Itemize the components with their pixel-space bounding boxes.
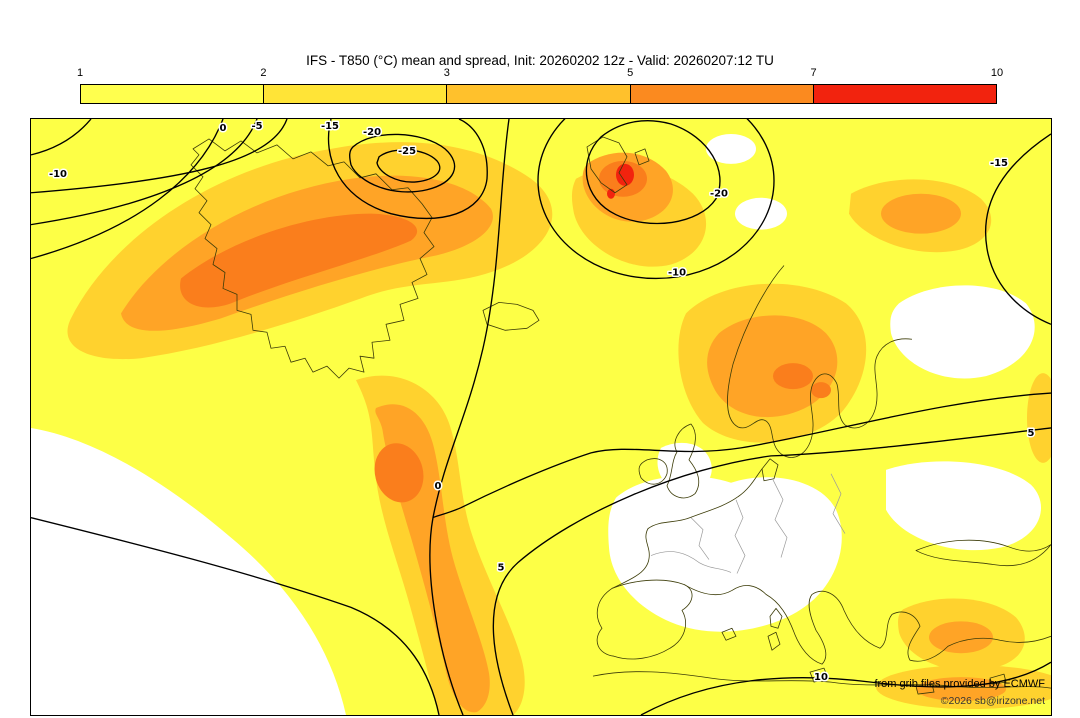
coastline-denmark [761,458,779,482]
contour-label: 10 [814,672,828,683]
contour-line-m25 [376,149,441,183]
contour-line-m10-nw [31,119,288,194]
contour-label: 0 [220,123,227,134]
attribution-source: from grib files provided by ECMWF [874,678,1045,690]
coastline-svalbard [586,136,650,194]
contour-label: -10 [49,169,67,180]
colorbar-segment [263,85,447,103]
contour-label: -20 [710,189,728,200]
contour-label: -15 [321,121,339,132]
page-title: IFS - T850 (°C) mean and spread, Init: 2… [306,53,774,68]
coastline-greenland [190,138,435,379]
coastline-iceland [482,301,540,331]
contour-label: 0 [435,481,442,492]
contour-line-0-europe [432,392,1051,519]
contour-labels: 0 -5 -15 -10 -20 -25 -20 -10 -15 0 5 5 10 [47,119,1036,684]
coastline-iberia [596,579,693,660]
colorbar-segments [80,84,997,104]
colorbar-tick-label: 5 [627,67,634,79]
colorbar-segment [446,85,630,103]
coastline-great-britain [666,423,700,499]
contour-line [31,119,92,156]
coastline-north-africa [592,671,1051,689]
contour-label: 5 [498,562,505,573]
spread-colorbar: 1 2 3 5 7 10 [77,67,1003,104]
contour-label: -10 [668,267,686,278]
coastline-scandinavia [727,265,913,458]
contour-line-10 [640,661,1051,715]
contour-line-5 [492,427,1051,715]
contour-label: -25 [398,146,416,157]
coastline-mediterranean-north [683,584,1051,665]
contour-line-m15 [327,119,488,220]
contour-label: 5 [1028,428,1035,439]
contour-label: -5 [251,121,262,132]
temperature-contours [31,119,1051,715]
spread-fill-white [31,133,1041,715]
contour-loop-m20-arctic [585,120,721,225]
colorbar-ticks: 1 2 3 5 7 10 [76,67,1003,81]
colorbar-segment [81,85,264,103]
weather-map: 0 -5 -15 -10 -20 -25 -20 -10 -15 0 5 5 10 [31,119,1051,715]
coastline-black-sea [915,539,1051,567]
coastline-ireland [638,458,668,485]
colorbar-tick-label: 10 [990,67,1004,79]
coastline-europe-atlantic [611,468,763,589]
contour-line-m20 [349,133,456,193]
contour-label: -20 [363,127,381,138]
contour-line-0-main [429,119,510,715]
colorbar-tick-label: 2 [260,67,267,79]
colorbar-tick-label: 1 [76,67,84,79]
map-frame: 0 -5 -15 -10 -20 -25 -20 -10 -15 0 5 5 10 from grib … [30,118,1052,716]
coastlines [190,136,1051,695]
contour-line-0-nw [31,119,224,260]
attribution-copyright: ©2026 sb@irizone.net [940,695,1045,707]
contour-line-sw [31,517,440,715]
colorbar-segment [629,85,813,103]
colorbar-segment [812,85,997,103]
contour-label: -15 [990,158,1008,169]
colorbar-tick-label: 3 [443,67,450,79]
contour-loop-m10-arctic [537,119,775,280]
contour-line-m15-east [985,133,1051,325]
country-borders [650,473,846,574]
contour-line-m5 [31,119,258,226]
spread-fill-level4 [180,160,831,503]
colorbar-tick-label: 7 [810,67,817,79]
